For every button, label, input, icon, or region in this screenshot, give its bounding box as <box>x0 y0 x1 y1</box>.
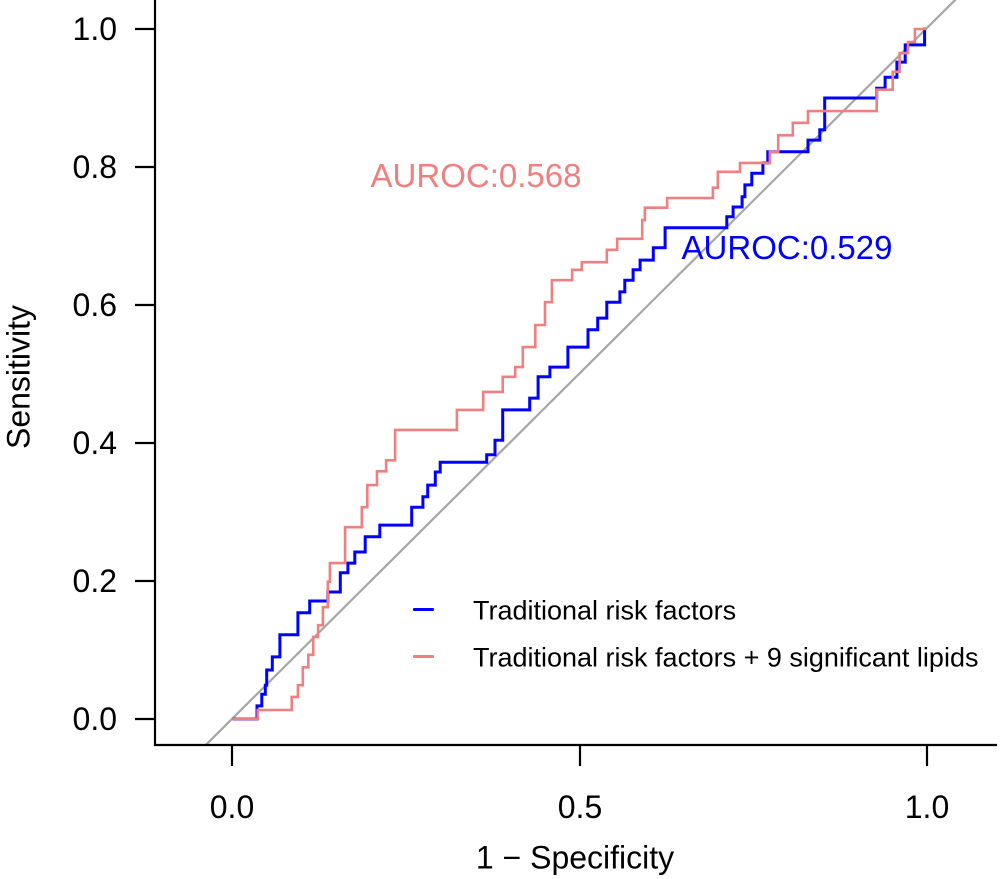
y-tick-label-0.8: 0.8 <box>72 149 117 185</box>
roc-curve-lipids <box>232 27 926 721</box>
legend-label-traditional: Traditional risk factors <box>473 595 737 626</box>
y-tick-label-0.6: 0.6 <box>72 287 117 323</box>
legend-swatch-traditional <box>413 608 434 611</box>
y-tick-label-0.4: 0.4 <box>72 425 117 461</box>
y-tick-label-0.2: 0.2 <box>72 563 117 599</box>
y-axis-title: Sensitivity <box>0 304 37 450</box>
y-tick-label-1.0: 1.0 <box>72 11 117 47</box>
x-tick-label-0.0: 0.0 <box>209 789 255 825</box>
x-tick-label-1.0: 1.0 <box>904 789 950 825</box>
x-axis-title: 1 − Specificity <box>475 839 675 876</box>
legend-swatch-lipids <box>413 655 434 658</box>
x-tick-label-0.5: 0.5 <box>557 789 603 825</box>
auroc-label-traditional: AUROC:0.529 <box>681 229 893 266</box>
chance-line <box>204 0 957 746</box>
y-tick-label-0.0: 0.0 <box>72 701 117 737</box>
auroc-label-lipids: AUROC:0.568 <box>370 157 582 194</box>
legend-label-lipids: Traditional risk factors + 9 significant… <box>473 642 979 673</box>
